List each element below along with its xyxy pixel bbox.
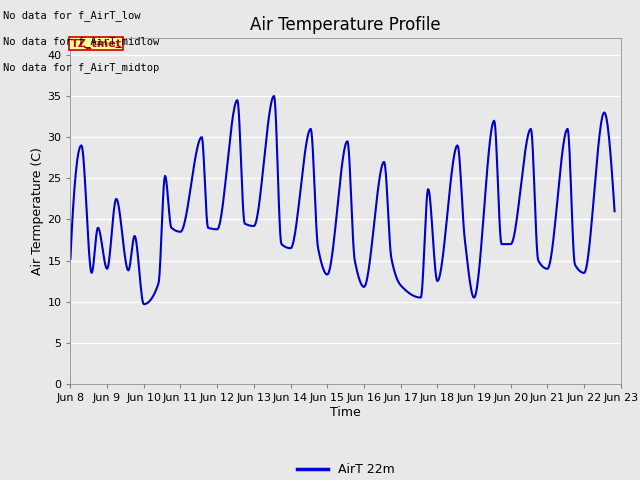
Text: No data for f_AirT_midlow: No data for f_AirT_midlow (3, 36, 159, 47)
Legend: AirT 22m: AirT 22m (292, 458, 399, 480)
Y-axis label: Air Termperature (C): Air Termperature (C) (31, 147, 44, 275)
Text: No data for f_AirT_midtop: No data for f_AirT_midtop (3, 62, 159, 73)
Title: Air Temperature Profile: Air Temperature Profile (250, 16, 441, 34)
Text: No data for f_AirT_low: No data for f_AirT_low (3, 10, 141, 21)
Text: TZ_tmet: TZ_tmet (70, 38, 122, 48)
X-axis label: Time: Time (330, 406, 361, 419)
